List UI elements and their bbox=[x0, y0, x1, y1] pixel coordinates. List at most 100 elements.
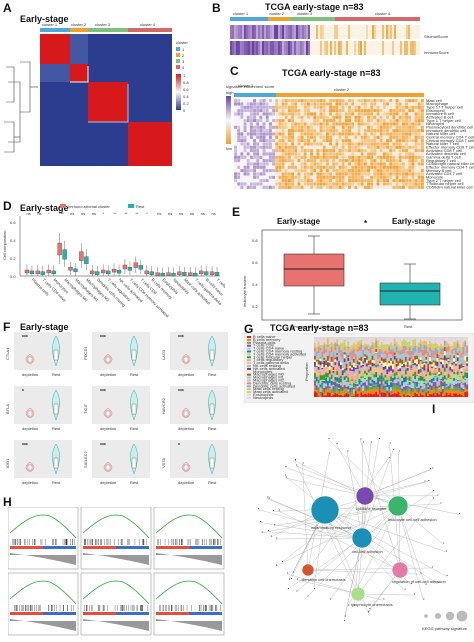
score-cell bbox=[396, 25, 398, 39]
pathway-label: dendritic cell chemotaxis bbox=[302, 577, 346, 582]
score-cell bbox=[232, 41, 234, 55]
score-cell bbox=[232, 25, 234, 39]
score-cell bbox=[356, 41, 358, 55]
score-cell bbox=[346, 41, 348, 55]
score-cell bbox=[270, 41, 272, 55]
gene-node: • bbox=[289, 576, 291, 581]
composition-box bbox=[111, 268, 117, 273]
composition-box bbox=[209, 271, 215, 275]
score-cell bbox=[414, 41, 416, 55]
legend-item: T cells CD8 bbox=[253, 343, 274, 348]
svg-text:Immuno-stromal cluster: Immuno-stromal cluster bbox=[290, 324, 332, 329]
score-cell bbox=[350, 25, 352, 39]
significance-label: ns bbox=[157, 211, 161, 216]
x-category: Rest bbox=[208, 372, 217, 377]
svg-text:0.4: 0.4 bbox=[183, 94, 189, 99]
signature-row-label: Activated dendritic cell bbox=[426, 151, 466, 156]
ranked-metric bbox=[156, 619, 222, 631]
legend-item: T cells regulatory bbox=[253, 357, 283, 362]
x-category: Rest bbox=[208, 426, 217, 431]
gene-node: • bbox=[437, 492, 439, 497]
x-category: Rest bbox=[130, 372, 139, 377]
svg-text:cluster 2: cluster 2 bbox=[334, 87, 350, 92]
violin-significance: *** bbox=[178, 389, 184, 395]
score-cell bbox=[256, 25, 258, 39]
score-cell bbox=[236, 41, 238, 55]
signature-row-label: Natural killer T cell bbox=[426, 141, 459, 146]
svg-text:cluster 3: cluster 3 bbox=[297, 11, 313, 16]
score-cell bbox=[278, 41, 280, 55]
gene-node: • bbox=[423, 596, 425, 601]
pathway-label: cell-cell adhesion bbox=[352, 549, 383, 554]
gene-node: • bbox=[404, 586, 406, 591]
svg-text:Rest: Rest bbox=[136, 204, 145, 209]
violin-significance: *** bbox=[100, 443, 106, 449]
score-cell bbox=[352, 41, 354, 55]
panel-h-gsea-plots bbox=[8, 507, 225, 636]
score-cell bbox=[312, 25, 314, 39]
score-cell bbox=[342, 25, 344, 39]
score-cell bbox=[242, 41, 244, 55]
gene-node: • bbox=[446, 572, 448, 577]
signature-row-label: CD56bright natural killer cell bbox=[426, 161, 474, 166]
legend-item: Monocytes bbox=[253, 369, 272, 374]
composition-box bbox=[35, 270, 40, 275]
gene-node: • bbox=[369, 606, 371, 611]
gene-node: • bbox=[295, 457, 297, 462]
score-cell bbox=[396, 41, 398, 55]
score-cell bbox=[338, 25, 340, 39]
composition-box bbox=[133, 262, 138, 268]
score-cell bbox=[302, 25, 304, 39]
cluster-3-label: cluster 3 bbox=[95, 22, 111, 27]
score-cell bbox=[262, 25, 264, 39]
gene-node: • bbox=[329, 450, 331, 455]
gene-node: • bbox=[260, 518, 262, 523]
score-cell bbox=[316, 25, 318, 39]
score-cell bbox=[388, 41, 390, 55]
score-cell bbox=[308, 25, 310, 39]
score-cell bbox=[324, 25, 326, 39]
score-cell bbox=[292, 41, 294, 55]
score-cell bbox=[380, 25, 382, 39]
cluster-2-bar bbox=[70, 28, 88, 32]
score-cell bbox=[278, 25, 280, 39]
score-cell bbox=[330, 25, 332, 39]
score-cell bbox=[394, 25, 396, 39]
score-cell bbox=[418, 41, 420, 55]
gene-node: • bbox=[432, 564, 434, 569]
gene-label: TIGIT bbox=[83, 403, 88, 414]
legend-title: cluster bbox=[176, 40, 188, 45]
legend-item: T cells CD4 memory activated bbox=[253, 351, 306, 356]
significance-label: ns bbox=[37, 211, 41, 216]
score-cell bbox=[294, 41, 296, 55]
gene-node: • bbox=[459, 510, 461, 515]
composition-box bbox=[73, 268, 78, 272]
panel-label-a: A bbox=[3, 1, 12, 15]
svg-text:0.6: 0.6 bbox=[252, 260, 258, 265]
score-cell bbox=[324, 41, 326, 55]
violin-panel bbox=[92, 440, 150, 478]
signature-row-label: Effector memory CD4 T cell bbox=[426, 165, 474, 170]
violin-panel bbox=[170, 332, 228, 370]
score-cell bbox=[266, 41, 268, 55]
ranked-metric bbox=[10, 553, 76, 565]
cluster-2-label: cluster 2 bbox=[71, 22, 87, 27]
significance-star: * bbox=[364, 219, 368, 228]
score-cell bbox=[332, 25, 334, 39]
score-cell bbox=[400, 25, 402, 39]
svg-text:cluster 2: cluster 2 bbox=[269, 11, 285, 16]
composition-box bbox=[177, 271, 182, 275]
legend-item: Macrophages M0 bbox=[253, 372, 285, 377]
score-cell bbox=[248, 25, 250, 39]
gene-node: • bbox=[368, 608, 370, 613]
score-cell bbox=[254, 41, 256, 55]
score-cell bbox=[366, 25, 368, 39]
significance-label: ns bbox=[81, 211, 85, 216]
violin-panel bbox=[14, 440, 72, 478]
significance-label: ns bbox=[92, 211, 96, 216]
block-cluster-4 bbox=[128, 122, 172, 166]
significance-label: ns bbox=[26, 211, 30, 216]
composition-box bbox=[79, 251, 84, 261]
score-cell bbox=[344, 25, 346, 39]
legend-item: Mast cells resting bbox=[253, 386, 284, 391]
